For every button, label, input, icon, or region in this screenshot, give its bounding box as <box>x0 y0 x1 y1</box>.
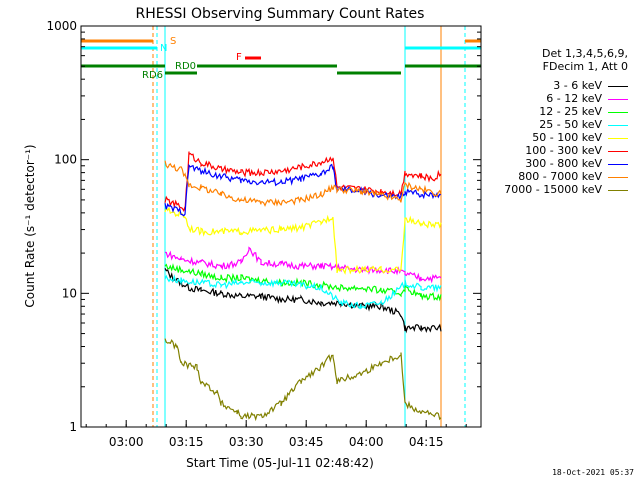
legend-entry: 25 - 50 keV <box>539 118 628 131</box>
legend-header-0: Det 1,3,4,5,6,9, <box>541 47 628 60</box>
state-bar-label-n: N <box>160 43 167 54</box>
legend-swatch <box>608 176 628 178</box>
legend-swatch <box>608 85 628 87</box>
x-tick-label-4: 04:00 <box>349 435 384 449</box>
legend-entry: 6 - 12 keV <box>546 92 628 105</box>
legend-entry: 300 - 800 keV <box>525 157 628 170</box>
series-line-0 <box>164 268 442 334</box>
series-line-5 <box>164 151 442 212</box>
chart-title: RHESSI Observing Summary Count Rates <box>136 6 425 22</box>
x-axis-label: Start Time (05-Jul-11 02:48:42) <box>186 456 374 470</box>
legend-swatch <box>608 189 628 191</box>
state-bar-label-rd6: RD6 <box>142 70 163 81</box>
series-line-1 <box>164 246 442 284</box>
legend-entry-label: 6 - 12 keV <box>546 92 602 105</box>
legend-entry-label: 100 - 300 keV <box>525 144 602 157</box>
legend-swatch <box>608 150 628 152</box>
series-line-7 <box>164 160 442 207</box>
legend-entry-label: 800 - 7000 keV <box>518 170 602 183</box>
state-bar-label-rd0: RD0 <box>175 61 196 72</box>
x-tick-label-2: 03:30 <box>229 435 264 449</box>
series-line-8 <box>164 338 442 422</box>
x-tick-label-0: 03:00 <box>109 435 144 449</box>
y-tick-label-3: 1000 <box>46 19 77 33</box>
series-line-4 <box>164 206 442 275</box>
legend-entry-label: 50 - 100 keV <box>532 131 602 144</box>
legend-entry-label: 7000 - 15000 keV <box>504 183 602 196</box>
legend-entry: 3 - 6 keV <box>553 79 628 92</box>
legend-entry: 7000 - 15000 keV <box>504 183 628 196</box>
legend-swatch <box>608 163 628 165</box>
legend-entry: 12 - 25 keV <box>539 105 628 118</box>
legend-entry-label: 300 - 800 keV <box>525 157 602 170</box>
legend-entry: 50 - 100 keV <box>532 131 628 144</box>
legend-entry-label: 25 - 50 keV <box>539 118 602 131</box>
state-bar-label-f: F <box>236 52 242 63</box>
y-tick-label-0: 1 <box>69 420 77 434</box>
legend-swatch <box>608 98 628 100</box>
legend-entry-label: 12 - 25 keV <box>539 105 602 118</box>
x-tick-label-5: 04:15 <box>409 435 444 449</box>
footer-timestamp: 18-Oct-2021 05:37 <box>552 468 634 477</box>
x-tick-label-1: 03:15 <box>169 435 204 449</box>
state-bar-label-s: S <box>170 36 176 47</box>
series-line-3 <box>164 274 442 310</box>
legend-entry: 800 - 7000 keV <box>518 170 628 183</box>
legend-entry-label: 3 - 6 keV <box>553 79 602 92</box>
plot-frame <box>80 25 482 428</box>
y-axis-label: Count Rate (s⁻¹ detector⁻¹) <box>23 144 37 307</box>
legend-entry: 100 - 300 keV <box>525 144 628 157</box>
legend-swatch <box>608 137 628 139</box>
x-tick-label-3: 03:45 <box>289 435 324 449</box>
legend-header-1: FDecim 1, Att 0 <box>542 60 628 73</box>
legend-swatch <box>608 124 628 126</box>
legend-swatch <box>608 111 628 113</box>
y-tick-label-1: 10 <box>62 286 77 300</box>
y-tick-label-2: 100 <box>54 153 77 167</box>
